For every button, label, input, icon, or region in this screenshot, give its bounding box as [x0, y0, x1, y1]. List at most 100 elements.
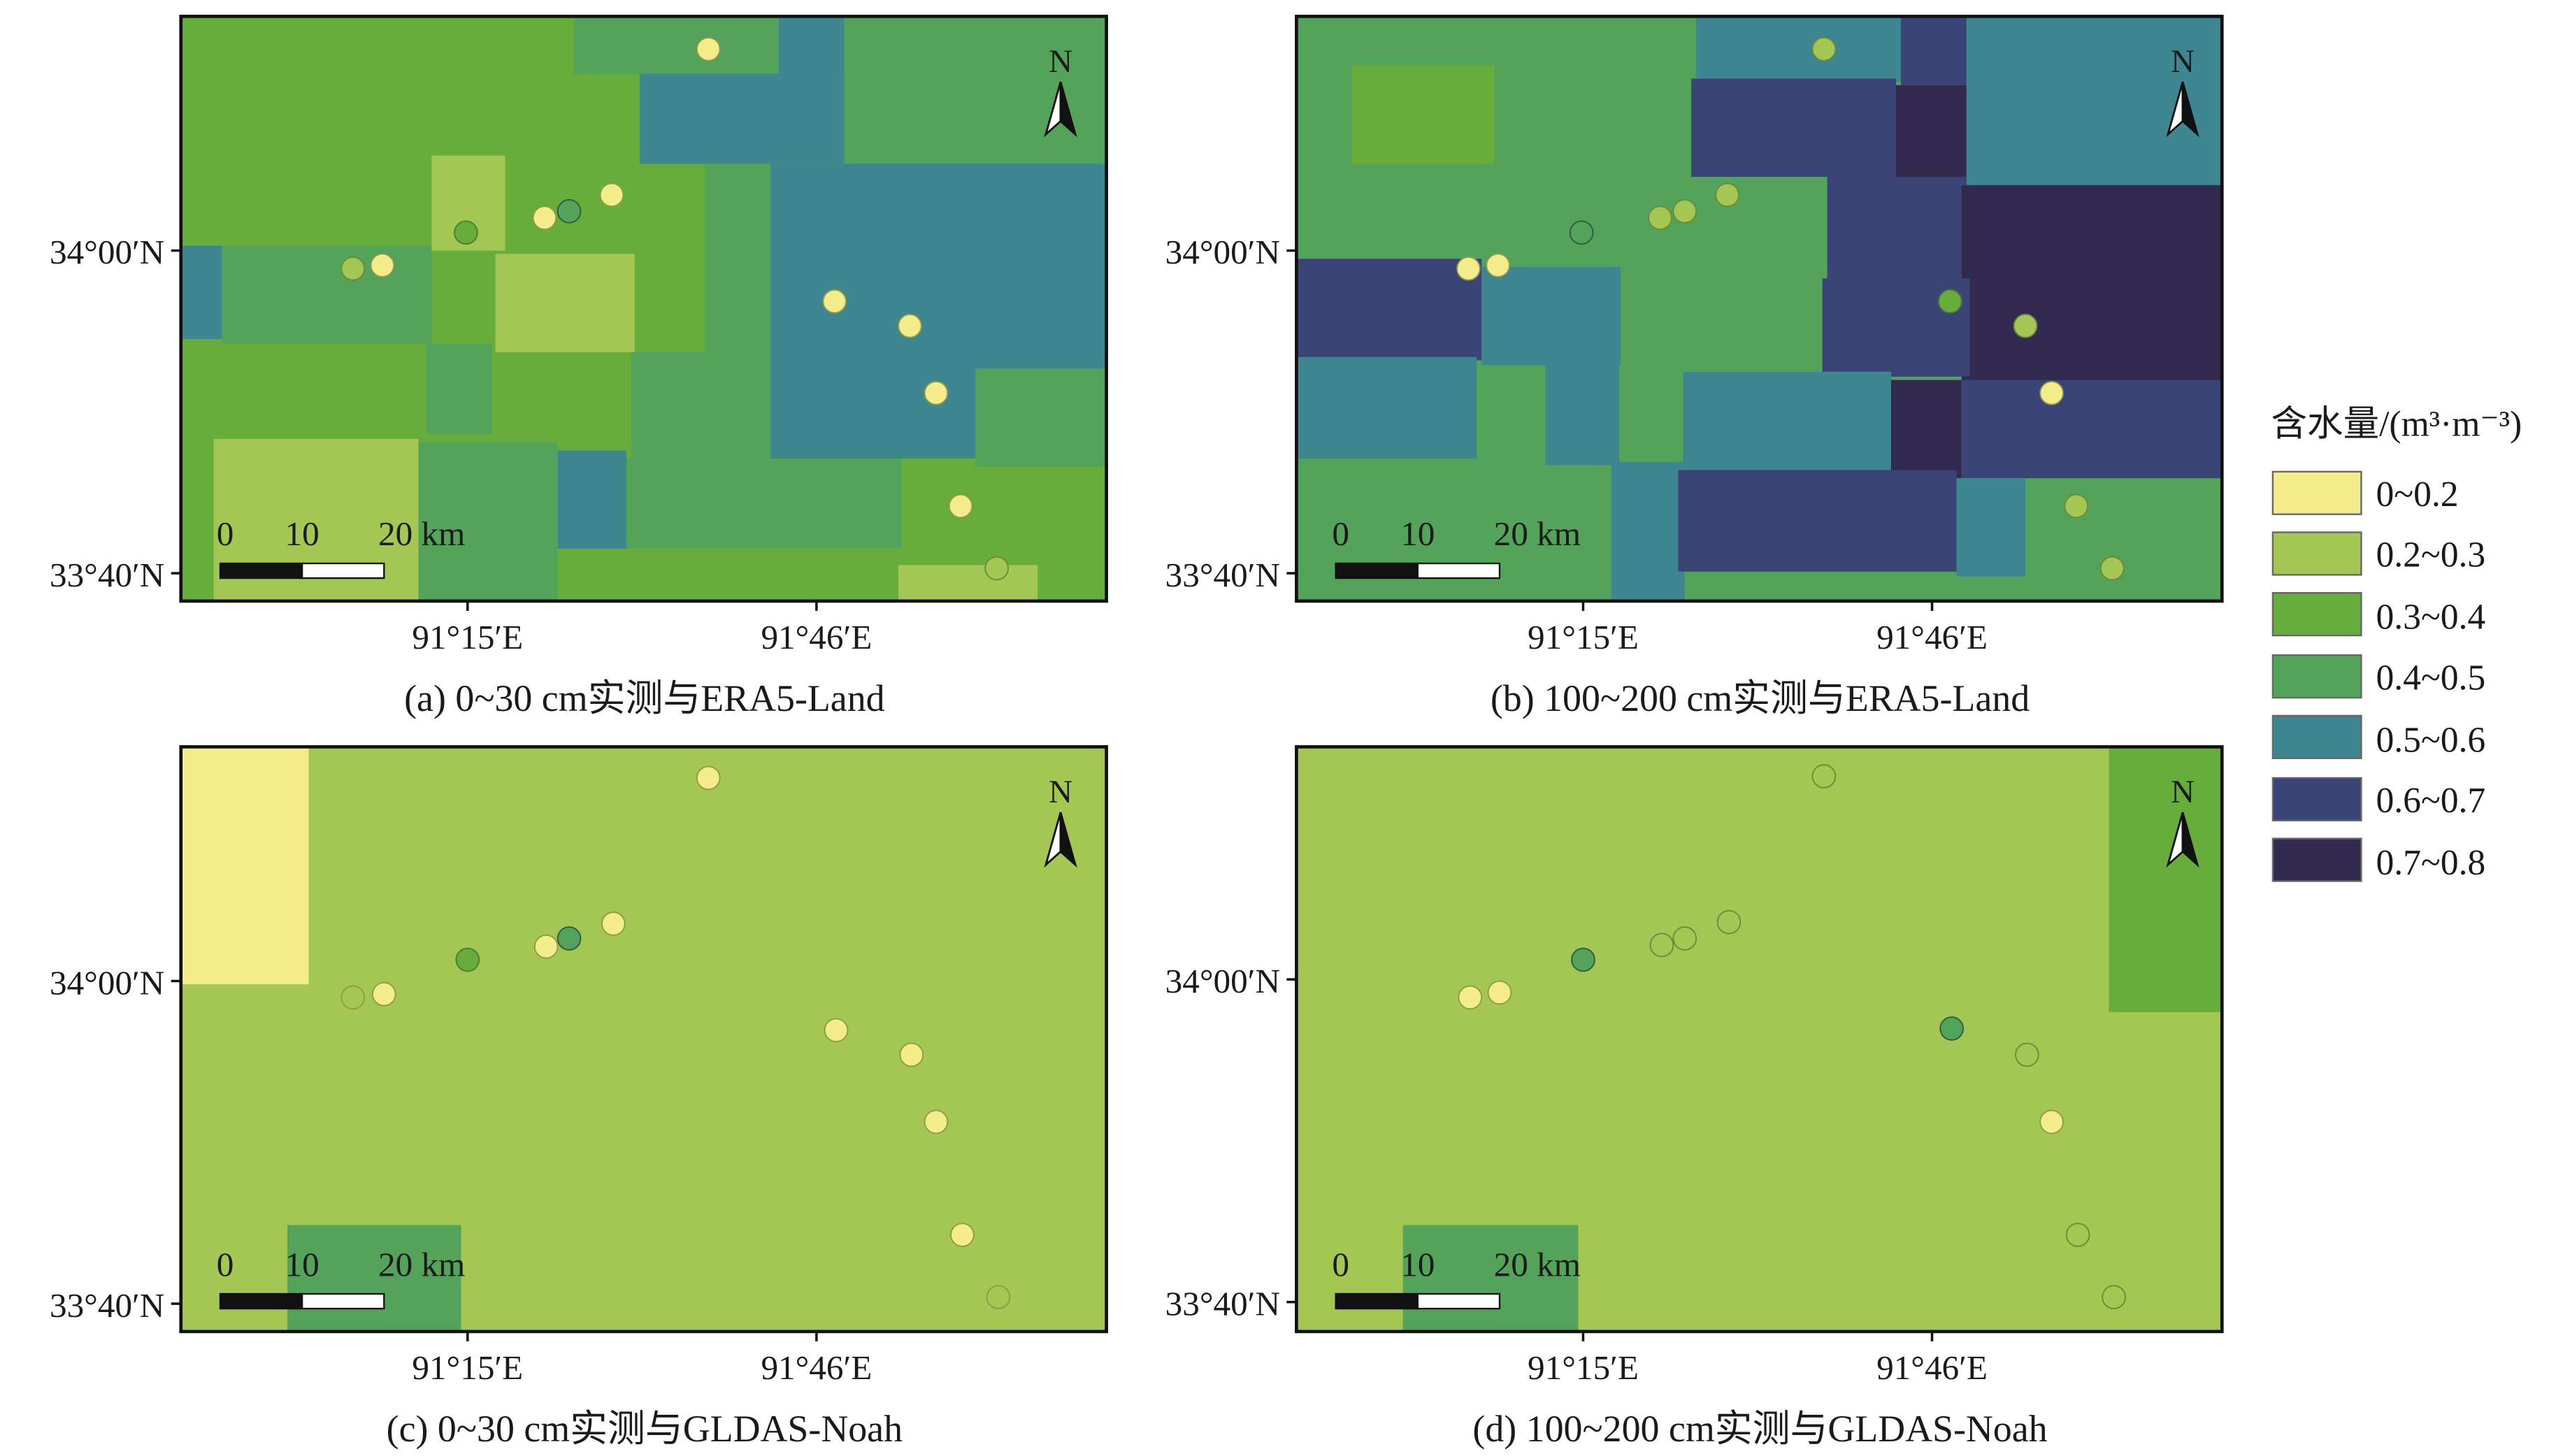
lat-tick-label: 34°00′N: [1165, 233, 1280, 271]
station-marker: [2039, 381, 2064, 405]
station-marker: [455, 947, 480, 972]
lon-tick-label: 91°46′E: [761, 618, 872, 656]
lon-tick-label: 91°15′E: [412, 1348, 523, 1387]
station-marker: [370, 253, 395, 277]
scalebar-label-20km: 20 km: [1494, 1245, 1581, 1283]
station-marker: [986, 1285, 1011, 1310]
scalebar-label-0: 0: [217, 1245, 234, 1283]
panel-c: N 0 10 20 km 34°00′N 33°40′N 91°15′E 91°…: [50, 745, 1108, 1450]
panel-caption: (d) 100~200 cm实测与GLDAS-Noah: [1472, 1408, 2047, 1450]
station-marker: [898, 313, 922, 338]
station-marker: [454, 220, 478, 245]
station-marker: [2102, 1285, 2126, 1310]
north-arrow-b: N: [2166, 43, 2199, 138]
station-marker: [984, 556, 1009, 581]
station-marker: [1672, 926, 1697, 951]
station-marker: [340, 256, 366, 281]
panel-caption: (b) 100~200 cm实测与ERA5-Land: [1491, 677, 2030, 719]
station-marker: [2039, 1109, 2064, 1134]
lat-tick-label: 33°40′N: [50, 1286, 164, 1325]
scalebar-a: 0 10 20 km: [217, 514, 465, 579]
station-marker: [340, 985, 366, 1010]
stations-a: [340, 36, 1009, 581]
lon-tick-label: 91°46′E: [1876, 618, 1988, 656]
legend-label: 0.6~0.7: [2376, 781, 2485, 821]
north-arrow-a: N: [1044, 43, 1077, 138]
lon-tick-label: 91°15′E: [1528, 1348, 1639, 1387]
panel-a: N 0 10 20 km 34°00′N 33°40′N 91°15′E 91°…: [50, 15, 1108, 719]
scalebar-label-20km: 20 km: [378, 1245, 465, 1283]
station-marker: [1811, 36, 1837, 62]
legend-item: 0.5~0.6: [2271, 714, 2485, 760]
station-marker: [1939, 1016, 1964, 1041]
stations-c: [340, 765, 1011, 1310]
axis-ticks-d: [1286, 978, 1934, 1341]
panel-caption: (c) 0~30 cm实测与GLDAS-Noah: [387, 1408, 903, 1450]
station-marker: [1937, 289, 1962, 314]
station-marker: [2064, 493, 2089, 519]
station-marker: [1648, 206, 1672, 230]
lat-tick-label: 34°00′N: [1165, 962, 1280, 1000]
scalebar-label-10: 10: [285, 1245, 320, 1283]
map-frame-a: [179, 15, 1108, 603]
legend-label: 0.5~0.6: [2376, 720, 2485, 760]
legend-label: 0.3~0.4: [2376, 598, 2485, 637]
scalebar-label-0: 0: [1332, 1245, 1349, 1283]
axis-ticks-c: [171, 979, 818, 1341]
station-marker: [601, 911, 626, 936]
station-marker: [822, 289, 847, 314]
scalebar-label-0: 0: [217, 514, 234, 553]
station-marker: [532, 206, 557, 230]
legend-label: 0.4~0.5: [2376, 658, 2485, 698]
legend-item: 0.3~0.4: [2271, 592, 2485, 637]
north-label: N: [1049, 774, 1072, 810]
station-marker: [899, 1042, 924, 1067]
lat-tick-label: 34°00′N: [50, 233, 164, 271]
lat-tick-label: 33°40′N: [50, 556, 164, 594]
lon-tick-label: 91°15′E: [412, 618, 523, 656]
legend-item: 0~0.2: [2271, 470, 2459, 515]
station-marker: [924, 381, 949, 405]
station-marker: [599, 182, 624, 208]
station-marker: [1716, 909, 1742, 935]
station-marker: [1571, 947, 1595, 972]
legend-swatch: [2271, 531, 2362, 576]
scalebar-label-10: 10: [285, 514, 320, 553]
station-marker: [824, 1018, 849, 1043]
station-marker: [1486, 253, 1510, 277]
station-marker: [696, 36, 721, 62]
station-marker: [1649, 932, 1674, 958]
lat-tick-label: 33°40′N: [1165, 1284, 1280, 1322]
stations-d: [1458, 764, 2126, 1310]
legend-item: 0.6~0.7: [2271, 777, 2485, 822]
station-marker: [2065, 1223, 2090, 1248]
station-marker: [2099, 556, 2125, 581]
station-marker: [924, 1109, 949, 1134]
scalebar-label-20km: 20 km: [378, 514, 465, 553]
station-marker: [948, 493, 973, 519]
axis-ticks-a: [171, 249, 818, 611]
scalebar-label-10: 10: [1400, 514, 1435, 553]
axis-ticks-b: [1286, 249, 1934, 611]
lon-tick-label: 91°46′E: [1876, 1348, 1988, 1387]
north-arrow-c: N: [1044, 774, 1077, 868]
north-arrow-d: N: [2166, 774, 2199, 868]
lat-tick-label: 33°40′N: [1165, 556, 1280, 594]
legend: 含水量/(m³·m⁻³) 0~0.2 0.2~0.3 0.3~0.4 0.4~0…: [2271, 404, 2522, 883]
scalebar-label-20km: 20 km: [1494, 514, 1581, 553]
legend-item: 0.2~0.3: [2271, 531, 2485, 576]
map-frame-c: [179, 745, 1108, 1334]
station-marker: [371, 981, 396, 1007]
lon-tick-label: 91°46′E: [761, 1348, 872, 1387]
legend-item: 0.7~0.8: [2271, 837, 2485, 883]
legend-item: 0.4~0.5: [2271, 654, 2485, 699]
station-marker: [1458, 985, 1483, 1010]
stations-b: [1456, 36, 2125, 581]
station-marker: [1487, 980, 1512, 1005]
station-marker: [696, 765, 721, 791]
panel-b: N 0 10 20 km 34°00′N 33°40′N 91°15′E 91°…: [1165, 15, 2224, 719]
station-marker: [1715, 182, 1739, 208]
legend-swatch: [2271, 837, 2362, 882]
north-label: N: [1049, 43, 1072, 80]
